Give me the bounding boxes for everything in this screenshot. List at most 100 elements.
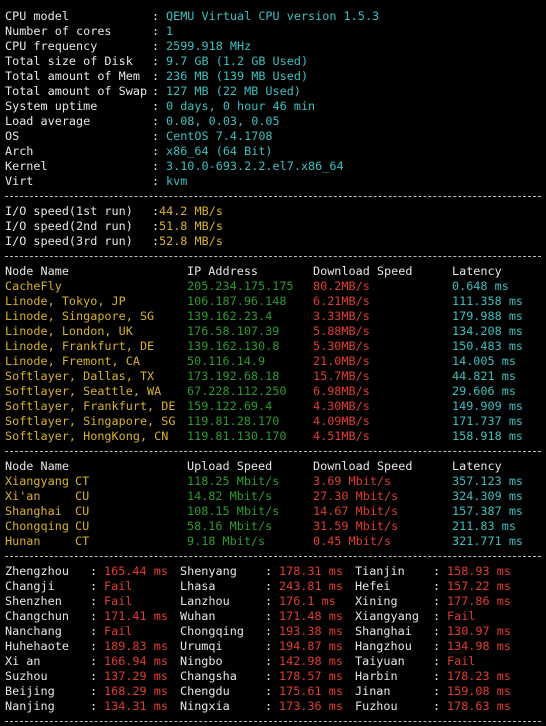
column-header: Node Name: [5, 264, 69, 278]
city-name: Nanchang: [5, 624, 62, 638]
sysinfo-label: Load average: [5, 114, 91, 128]
sysinfo-value: 9.7 GB (1.2 GB Used): [166, 54, 309, 68]
ping-value: 178.31 ms: [279, 564, 343, 578]
colon: :: [433, 669, 441, 683]
city-name: Taiyuan: [355, 654, 405, 668]
download-speed: 0.45 Mbit/s: [313, 534, 392, 548]
latency: 29.606 ms: [452, 384, 516, 398]
city-name: Harbin: [355, 669, 398, 683]
isp-code: CT: [75, 534, 90, 548]
ping-value: 178.63 ms: [447, 699, 511, 713]
colon: :: [433, 624, 441, 638]
colon: :: [152, 99, 160, 113]
download-speed: 4.51MB/s: [313, 429, 370, 443]
ping-value: 193.38 ms: [279, 624, 343, 638]
sysinfo-value: CentOS 7.4.1708: [166, 129, 273, 143]
sysinfo-value: 1: [166, 24, 174, 38]
city-name: Urumqi: [180, 639, 223, 653]
colon: :: [90, 699, 98, 713]
sysinfo-value: 2599.918 MHz: [166, 39, 252, 53]
sysinfo-label: Total size of Disk: [5, 54, 133, 68]
ip-address: 139.162.130.8: [187, 339, 280, 353]
colon: :: [90, 624, 98, 638]
ping-value: 159.08 ms: [447, 684, 511, 698]
latency: 134.208 ms: [452, 324, 524, 338]
upload-speed: 14.82 Mbit/s: [187, 489, 273, 503]
city-name: Hangzhou: [355, 639, 412, 653]
ping-value: 177.86 ms: [447, 594, 511, 608]
node-name: Softlayer, Singapore, SG: [5, 414, 176, 428]
colon: :: [265, 609, 273, 623]
ping-value: Fail: [447, 609, 476, 623]
city-name: Hefei: [355, 579, 391, 593]
separator-line-4: [5, 556, 541, 557]
city-name: Zhengzhou: [5, 564, 69, 578]
column-header: Upload Speed: [187, 459, 273, 473]
io-label: I/O speed(2nd run): [5, 219, 133, 233]
ip-address: 119.81.130.170: [187, 429, 287, 443]
ip-address: 50.116.14.9: [187, 354, 266, 368]
download-speed: 80.2MB/s: [313, 279, 370, 293]
ping-value: 175.61 ms: [279, 684, 343, 698]
colon: :: [265, 669, 273, 683]
ping-value: Fail: [104, 594, 133, 608]
city-name: Shenyang: [180, 564, 237, 578]
city-name: Xi an: [5, 654, 41, 668]
upload-speed: 118.25 Mbit/s: [187, 474, 280, 488]
city-name: Wuhan: [180, 609, 216, 623]
city-name: Huhehaote: [5, 639, 69, 653]
colon: :: [90, 684, 98, 698]
download-speed: 6.98MB/s: [313, 384, 370, 398]
ping-value: Fail: [104, 624, 133, 638]
city-name: Jinan: [355, 684, 391, 698]
sysinfo-value: 127 MB (22 MB Used): [166, 84, 301, 98]
upload-speed: 58.16 Mbit/s: [187, 519, 273, 533]
column-header: Node Name: [5, 459, 69, 473]
colon: :: [152, 219, 160, 233]
download-speed: 21.0MB/s: [313, 354, 370, 368]
node-name: Xi'an: [5, 489, 41, 503]
city-name: Shenzhen: [5, 594, 62, 608]
sysinfo-label: Total amount of Mem: [5, 69, 140, 83]
node-name: Chongqing: [5, 519, 69, 533]
io-label: I/O speed(1st run): [5, 204, 133, 218]
sysinfo-label: Number of cores: [5, 24, 112, 38]
latency: 179.988 ms: [452, 309, 524, 323]
city-name: Tianjin: [355, 564, 405, 578]
node-name: Linode, Singapore, SG: [5, 309, 155, 323]
sysinfo-label: Arch: [5, 144, 34, 158]
download-speed: 4.30MB/s: [313, 399, 370, 413]
sysinfo-value: kvm: [166, 174, 188, 188]
city-name: Nanjing: [5, 699, 55, 713]
colon: :: [152, 144, 160, 158]
column-header: Download Speed: [313, 459, 413, 473]
colon: :: [90, 669, 98, 683]
colon: :: [90, 594, 98, 608]
node-name: Linode, London, UK: [5, 324, 133, 338]
node-name: Shanghai: [5, 504, 62, 518]
ping-value: 142.98 ms: [279, 654, 343, 668]
sysinfo-value: 0 days, 0 hour 46 min: [166, 99, 316, 113]
sysinfo-label: CPU model: [5, 9, 69, 23]
colon: :: [433, 699, 441, 713]
sysinfo-value: 0.08, 0.03, 0.05: [166, 114, 280, 128]
download-speed: 5.30MB/s: [313, 339, 370, 353]
download-speed: 4.09MB/s: [313, 414, 370, 428]
sysinfo-value: 3.10.0-693.2.2.el7.x86_64: [166, 159, 344, 173]
colon: :: [152, 9, 160, 23]
ping-value: 166.94 ms: [104, 654, 168, 668]
colon: :: [90, 564, 98, 578]
latency: 321.771 ms: [452, 534, 524, 548]
column-header: IP Address: [187, 264, 259, 278]
column-header: Latency: [452, 459, 502, 473]
download-speed: 6.21MB/s: [313, 294, 370, 308]
ip-address: 119.81.28.170: [187, 414, 280, 428]
node-name: Softlayer, HongKong, CN: [5, 429, 169, 443]
upload-speed: 108.15 Mbit/s: [187, 504, 280, 518]
isp-code: CU: [75, 519, 90, 533]
city-name: Chongqing: [180, 624, 244, 638]
node-name: Softlayer, Frankfurt, DE: [5, 399, 176, 413]
latency: 111.358 ms: [452, 294, 524, 308]
ping-value: 189.83 ms: [104, 639, 168, 653]
